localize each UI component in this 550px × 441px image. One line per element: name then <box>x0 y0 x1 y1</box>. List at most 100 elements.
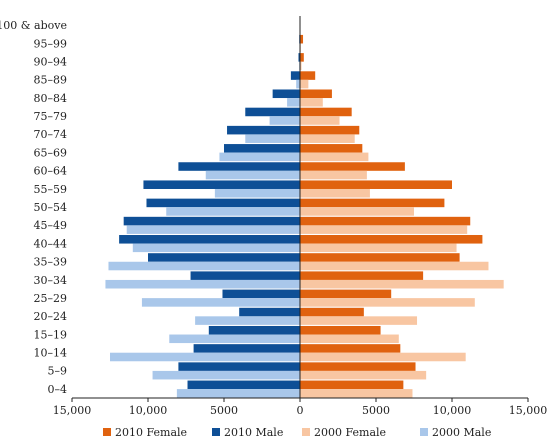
x-tick-label-0: 15,000 <box>53 404 92 417</box>
bar-2000-female-50-54 <box>300 207 414 216</box>
category-label-60-64: 60–64 <box>34 165 68 178</box>
bar-2000-female-45-49 <box>300 225 468 234</box>
category-label-75-79: 75–79 <box>34 110 68 123</box>
bar-2010-female-95-99 <box>300 34 304 44</box>
bar-2010-male-40-44 <box>119 235 301 244</box>
bar-2000-female-70-74 <box>300 134 355 143</box>
bar-2010-female-50-54 <box>300 198 445 208</box>
bar-2000-female-40-44 <box>300 243 457 253</box>
legend-label-2010-female: 2010 Female <box>115 426 187 439</box>
bar-2000-male-60-64 <box>205 170 300 180</box>
bar-2010-female-60-64 <box>300 162 405 171</box>
category-label-10-14: 10–14 <box>34 347 68 360</box>
x-tick-label-6: 15,000 <box>509 404 548 417</box>
bar-2000-female-80-84 <box>300 98 323 107</box>
bar-2000-female-60-64 <box>300 170 367 180</box>
category-label-95-99: 95–99 <box>34 37 68 50</box>
bar-2010-female-90-94 <box>300 53 304 62</box>
x-tick-label-5: 10,000 <box>433 404 472 417</box>
bar-2010-female-75-79 <box>300 107 352 117</box>
legend-swatch-2000-male <box>420 428 428 436</box>
bar-2000-male-55-59 <box>214 188 300 198</box>
category-label-30-34: 30–34 <box>34 274 68 287</box>
legend-label-2000-female: 2000 Female <box>314 426 386 439</box>
bar-2010-male-5-9 <box>178 362 300 371</box>
axes-layer <box>71 16 529 402</box>
legend-swatch-2010-male <box>212 428 220 436</box>
bar-2000-male-10-14 <box>110 352 300 362</box>
bar-2000-male-85-89 <box>296 79 300 89</box>
bar-2000-male-50-54 <box>166 207 300 216</box>
bar-2010-female-85-89 <box>300 71 316 80</box>
bar-2010-female-70-74 <box>300 125 360 135</box>
bar-2010-female-30-34 <box>300 271 424 280</box>
bar-2010-female-5-9 <box>300 362 416 371</box>
bar-2000-male-70-74 <box>245 134 300 143</box>
legend-swatch-2000-female <box>302 428 310 436</box>
category-label-45-49: 45–49 <box>34 219 68 232</box>
bar-2000-female-20-24 <box>300 316 418 325</box>
bar-2010-male-90-94 <box>298 53 300 62</box>
bar-2010-male-20-24 <box>239 307 300 317</box>
bar-2000-female-30-34 <box>300 279 504 289</box>
bar-2000-female-75-79 <box>300 116 340 125</box>
bar-2000-male-15-19 <box>169 334 300 344</box>
bar-2010-female-0-4 <box>300 380 404 390</box>
bar-2000-male-20-24 <box>195 316 300 325</box>
bar-2000-male-75-79 <box>269 116 300 125</box>
bar-2000-female-35-39 <box>300 261 489 271</box>
bar-2010-male-10-14 <box>193 344 300 353</box>
category-label-40-44: 40–44 <box>34 237 68 250</box>
bar-2000-male-25-29 <box>141 298 300 307</box>
legend-label-2000-male: 2000 Male <box>432 426 491 439</box>
category-label-70-74: 70–74 <box>34 128 68 141</box>
legend: 2010 Female 2010 Male 2000 Female 2000 Male <box>103 426 491 439</box>
category-label-5-9: 5–9 <box>48 365 68 378</box>
category-label-25-29: 25–29 <box>34 292 68 305</box>
bar-2000-female-0-4 <box>300 389 413 398</box>
bar-2010-male-50-54 <box>146 198 300 208</box>
bar-2000-male-40-44 <box>132 243 300 253</box>
bar-2000-female-55-59 <box>300 188 370 198</box>
bar-2010-male-35-39 <box>148 253 300 262</box>
bar-2010-female-45-49 <box>300 216 471 226</box>
category-label-0-4: 0–4 <box>48 383 68 396</box>
x-tick-label-3: 0 <box>297 404 304 417</box>
bar-2010-male-30-34 <box>190 271 300 280</box>
bars-layer <box>105 34 504 398</box>
category-label-65-69: 65–69 <box>34 146 68 159</box>
bar-2000-female-5-9 <box>300 370 427 380</box>
bar-2000-male-80-84 <box>287 98 300 107</box>
x-tick-labels: 15,000 10,000 5000 0 5000 10,000 15,000 <box>53 404 548 417</box>
category-labels: 100 & above 95–99 90–94 85–89 80–84 75–79 70–7… <box>0 19 67 396</box>
category-label-85-89: 85–89 <box>34 74 68 87</box>
bar-2010-male-75-79 <box>245 107 300 117</box>
bar-2000-female-15-19 <box>300 334 399 344</box>
bar-2010-male-65-69 <box>224 144 300 153</box>
bar-2000-male-0-4 <box>176 389 300 398</box>
category-label-100-above: 100 & above <box>0 19 67 32</box>
category-label-50-54: 50–54 <box>34 201 68 214</box>
bar-2010-female-10-14 <box>300 344 401 353</box>
bar-2010-male-55-59 <box>143 180 300 189</box>
bar-2010-female-15-19 <box>300 325 381 335</box>
bar-2000-male-45-49 <box>126 225 300 234</box>
category-label-35-39: 35–39 <box>34 256 68 269</box>
bar-2010-male-70-74 <box>227 125 300 135</box>
bar-2000-male-65-69 <box>219 152 300 162</box>
bar-2000-male-35-39 <box>108 261 300 271</box>
category-label-55-59: 55–59 <box>34 183 68 196</box>
x-tick-label-1: 10,000 <box>129 404 168 417</box>
bar-2010-female-55-59 <box>300 180 452 189</box>
x-tick-label-4: 5000 <box>362 404 390 417</box>
category-label-90-94: 90–94 <box>34 55 68 68</box>
bar-2010-male-15-19 <box>208 325 300 335</box>
bar-2010-female-25-29 <box>300 289 392 299</box>
bar-2010-female-20-24 <box>300 307 364 317</box>
bar-2010-male-25-29 <box>222 289 300 299</box>
bar-2010-female-80-84 <box>300 89 332 99</box>
category-label-15-19: 15–19 <box>34 328 68 341</box>
legend-swatch-2010-female <box>103 428 111 436</box>
bar-2000-female-90-94 <box>300 61 302 71</box>
